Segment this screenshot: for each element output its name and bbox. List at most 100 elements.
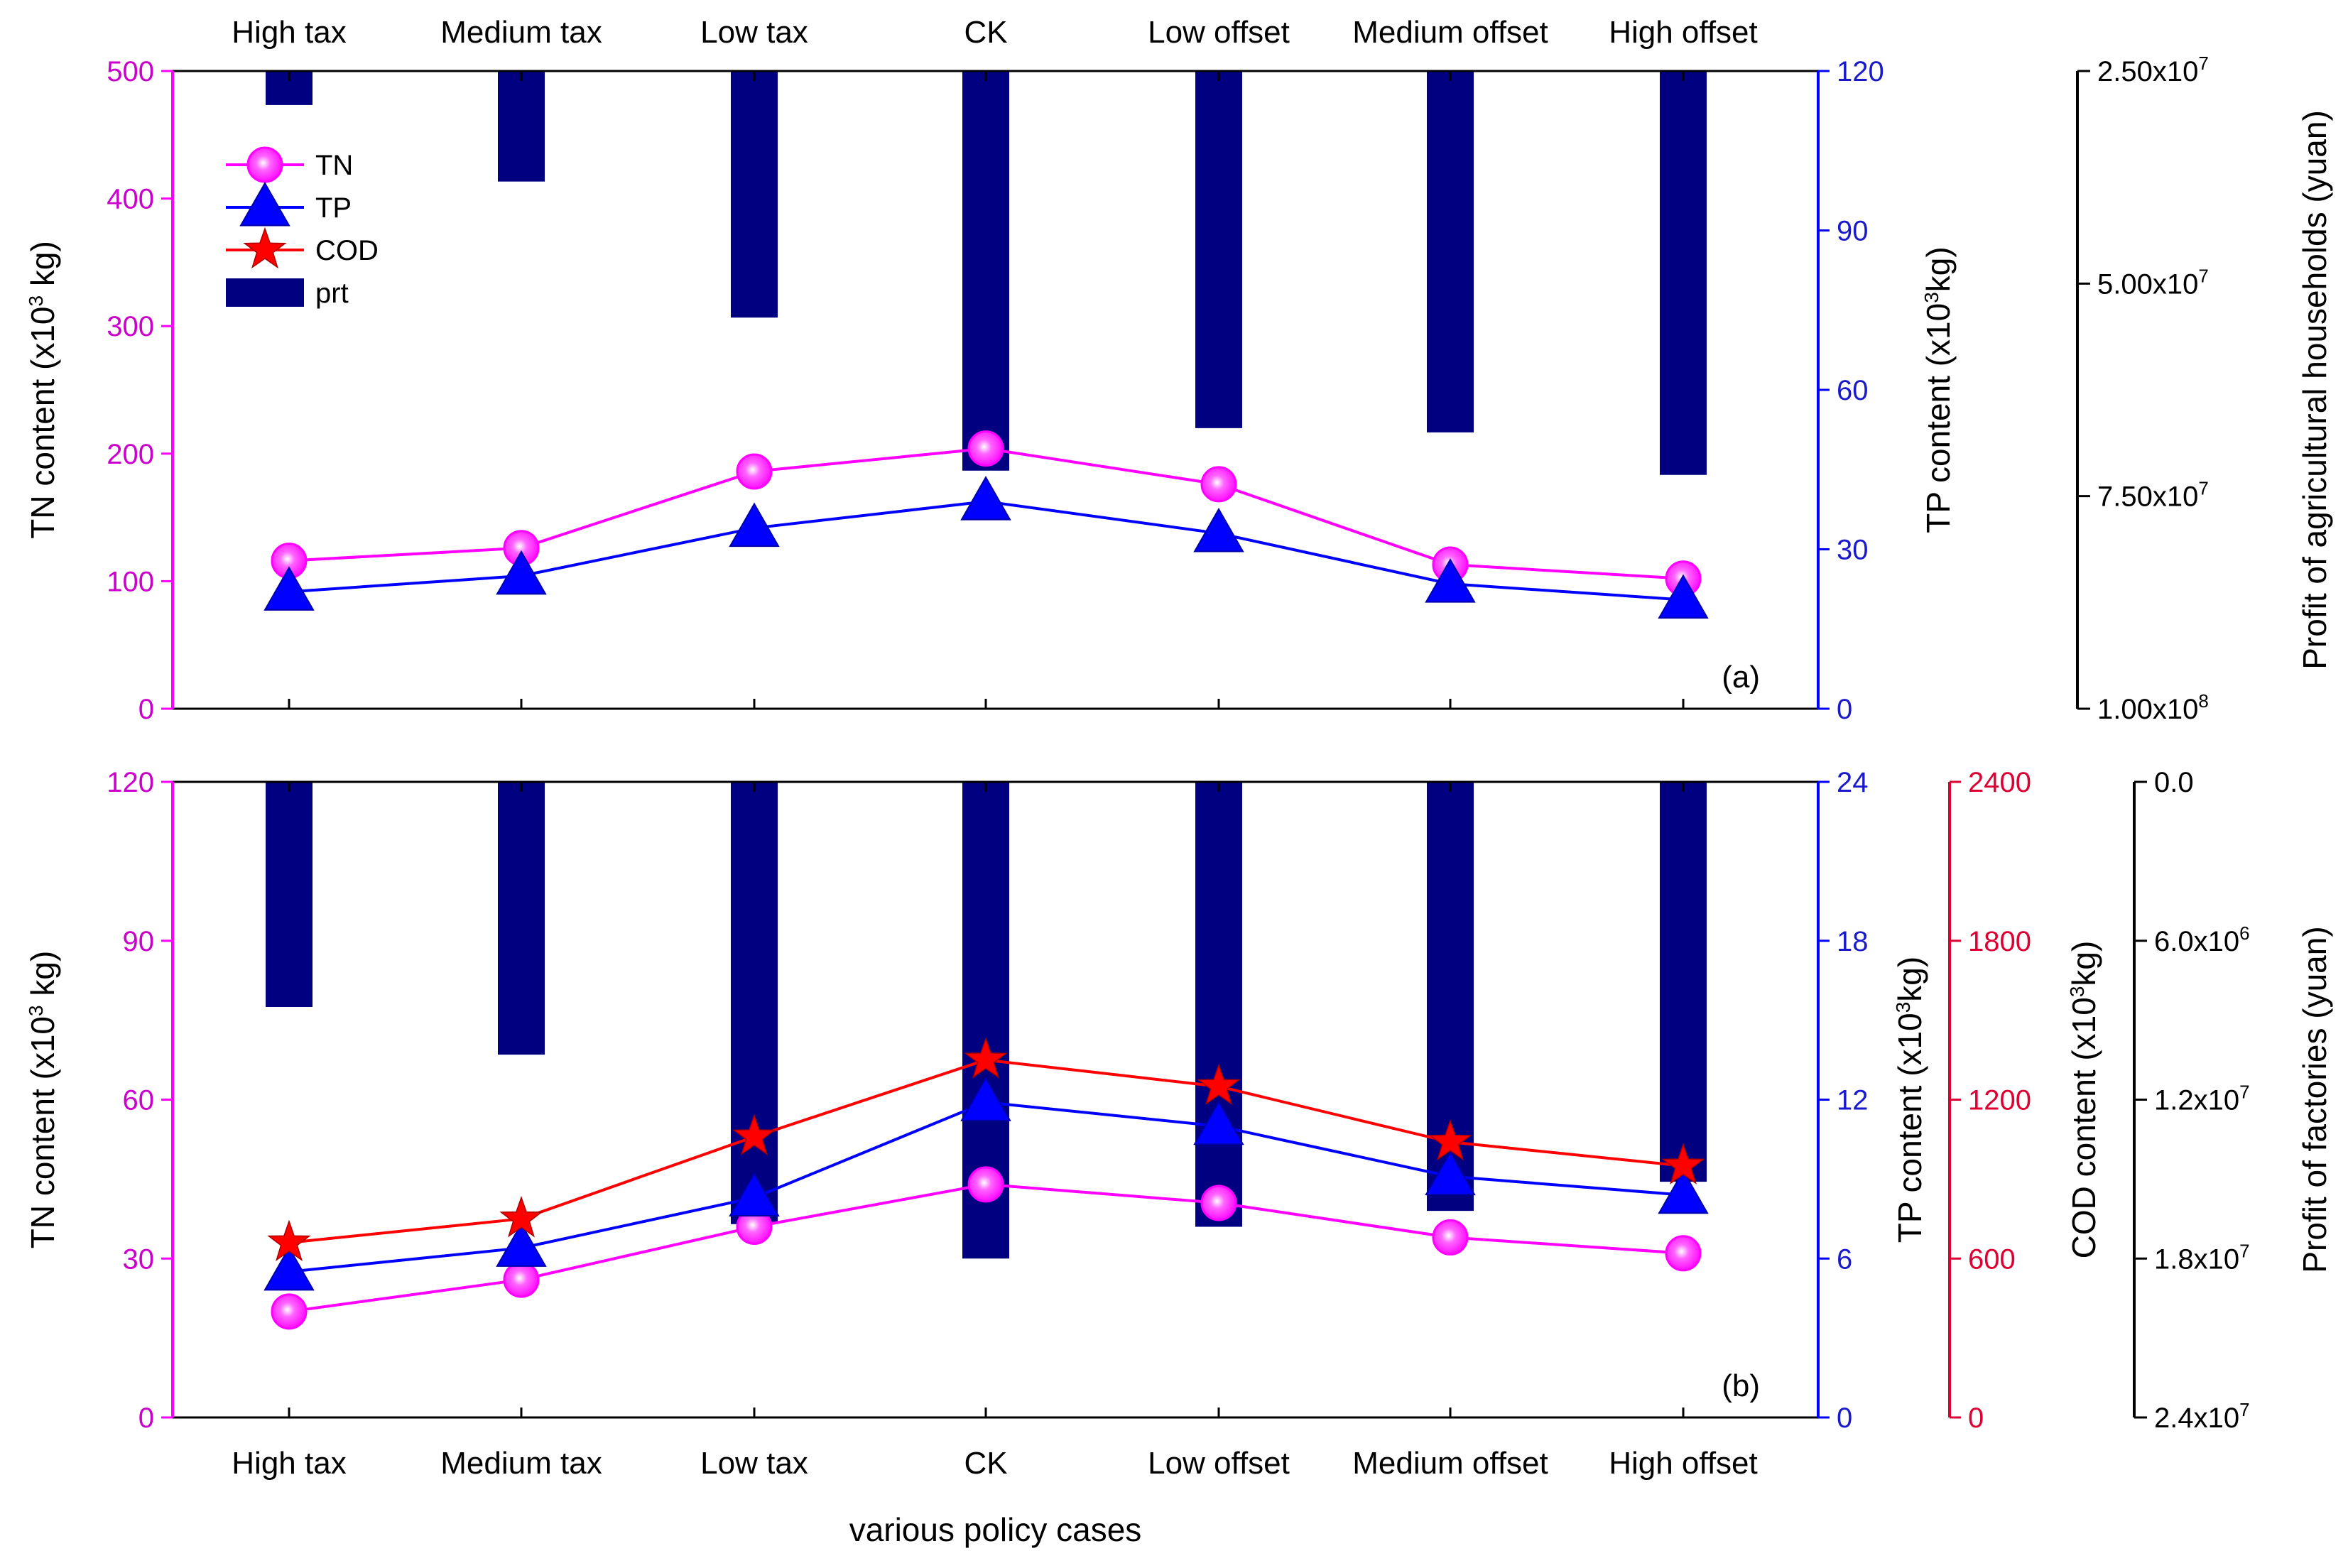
tp-point	[960, 476, 1011, 521]
category-label: CK	[964, 1446, 1007, 1481]
tp-point	[729, 502, 780, 548]
category-label: Medium tax	[440, 1446, 602, 1481]
tp-tick-label: 6	[1837, 1243, 1852, 1275]
tn-tick-label: 30	[123, 1243, 155, 1275]
tp-point	[1425, 1150, 1476, 1196]
tp-point	[496, 1222, 547, 1267]
tn-tick-label: 200	[107, 439, 154, 470]
category-label: Low offset	[1148, 1446, 1290, 1481]
tn-tick-label: 100	[107, 566, 154, 597]
profit-tick-label: 2.4x107	[2154, 1399, 2250, 1434]
cod-tick-label: 0	[1968, 1403, 1984, 1434]
profit-axis-title: Profit of agricultural households (yuan)	[2296, 110, 2333, 670]
cod-point	[1661, 1143, 1705, 1185]
tn-point	[1200, 1185, 1237, 1221]
category-label: High tax	[232, 15, 346, 50]
prt-bar	[266, 782, 312, 1007]
prt-bar	[498, 71, 545, 182]
legend-label: prt	[315, 278, 349, 309]
tp-tick-label: 0	[1837, 1403, 1852, 1434]
profit-tick-label: 2.50x107	[2097, 53, 2209, 87]
tp-tick-label: 24	[1837, 767, 1869, 798]
tp-point	[263, 566, 315, 611]
tp-axis-title: TP content (x103kg)	[1891, 957, 1928, 1243]
category-label: Low tax	[700, 15, 808, 50]
category-label: CK	[964, 15, 1007, 50]
tn-point	[736, 453, 773, 490]
prt-bar	[731, 71, 778, 318]
category-label: Medium offset	[1352, 1446, 1548, 1481]
tn-axis-title: TN content (x103 kg)	[24, 951, 61, 1249]
prt-bar	[1195, 71, 1242, 428]
tn-tick-label: 0	[138, 694, 154, 725]
category-label: High offset	[1609, 15, 1758, 50]
cod-tick-label: 1200	[1968, 1085, 2031, 1116]
x-axis-title: various policy cases	[849, 1511, 1142, 1548]
tn-point	[1200, 466, 1237, 503]
legend-prt-swatch	[226, 278, 304, 307]
tp-point	[1193, 1100, 1244, 1145]
prt-bar	[1660, 782, 1707, 1182]
cod-point	[732, 1114, 776, 1155]
cod-point	[1197, 1063, 1241, 1105]
cod-point	[267, 1219, 311, 1261]
tp-point	[1425, 558, 1476, 603]
prt-bar	[962, 71, 1009, 471]
legend-label: TN	[315, 150, 353, 181]
tn-point	[967, 1166, 1004, 1203]
legend-tn-marker	[246, 146, 283, 183]
tn-tick-label: 300	[107, 311, 154, 342]
tp-tick-label: 12	[1837, 1085, 1869, 1116]
cod-point	[1428, 1118, 1472, 1161]
category-label: Medium offset	[1352, 15, 1548, 50]
tp-point	[263, 1246, 315, 1291]
prt-bar	[1427, 71, 1474, 432]
profit-tick-label: 0.0	[2154, 767, 2194, 798]
tp-point	[1658, 1169, 1709, 1214]
legend-label: TP	[315, 192, 352, 224]
profit-tick-label: 7.50x107	[2097, 478, 2209, 513]
category-label: Low offset	[1148, 15, 1290, 50]
legend-item-tp: TP	[226, 181, 352, 227]
tp-tick-label: 120	[1837, 56, 1884, 87]
tn-tick-label: 120	[107, 767, 154, 798]
prt-bar	[1195, 782, 1242, 1227]
cod-axis-title: COD content (x103kg)	[2065, 941, 2102, 1259]
tp-point	[960, 1077, 1011, 1121]
category-label: Low tax	[700, 1446, 808, 1481]
cod-tick-label: 600	[1968, 1243, 2016, 1275]
tn-point	[1665, 1235, 1702, 1272]
profit-tick-label: 1.00x108	[2097, 690, 2209, 725]
tn-point	[1432, 1219, 1469, 1256]
tp-tick-label: 30	[1837, 535, 1869, 566]
profit-tick-label: 1.2x107	[2154, 1082, 2250, 1116]
legend-tp-marker	[239, 181, 290, 227]
category-label: High offset	[1609, 1446, 1758, 1481]
panel-label: (b)	[1722, 1368, 1760, 1403]
tn-tick-label: 60	[123, 1085, 155, 1116]
profit-tick-label: 1.8x107	[2154, 1240, 2250, 1275]
tp-axis-title: TP content (x103kg)	[1920, 246, 1957, 533]
legend-cod-marker	[243, 227, 287, 269]
tn-tick-label: 500	[107, 56, 154, 87]
tp-point	[729, 1172, 780, 1216]
tp-tick-label: 90	[1837, 216, 1869, 247]
legend-item-tn: TN	[226, 146, 353, 183]
prt-bar	[498, 782, 545, 1055]
tn-axis-title: TN content (x103 kg)	[24, 241, 61, 539]
panel-label: (a)	[1722, 660, 1760, 695]
tp-tick-label: 60	[1837, 375, 1869, 406]
prt-bar	[731, 782, 778, 1224]
tn-tick-label: 0	[138, 1403, 154, 1434]
cod-point	[499, 1196, 543, 1238]
tp-point	[1658, 574, 1709, 619]
tp-tick-label: 18	[1837, 926, 1869, 957]
tn-tick-label: 90	[123, 926, 155, 957]
profit-axis-title: Profit of factories (yuan)	[2296, 926, 2333, 1273]
legend-item-cod: COD	[226, 227, 379, 269]
legend-item-prt: prt	[226, 278, 349, 309]
tp-point	[1193, 508, 1244, 552]
tn-point	[503, 1261, 540, 1298]
category-label: High tax	[232, 1446, 346, 1481]
tn-point	[967, 430, 1004, 467]
